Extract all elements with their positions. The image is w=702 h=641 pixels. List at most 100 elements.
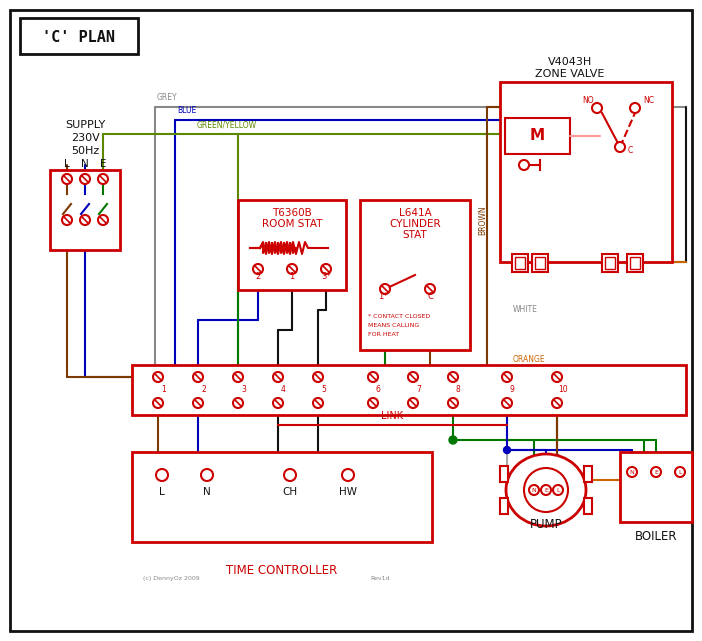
Bar xyxy=(620,452,692,522)
Bar xyxy=(515,257,525,269)
Text: 1: 1 xyxy=(289,272,295,281)
Circle shape xyxy=(368,398,378,408)
Text: (c) DennyOz 2009: (c) DennyOz 2009 xyxy=(143,576,200,581)
Circle shape xyxy=(273,398,283,408)
Circle shape xyxy=(675,467,685,477)
Circle shape xyxy=(62,215,72,225)
Bar xyxy=(132,452,432,542)
Bar xyxy=(50,170,120,250)
Circle shape xyxy=(449,436,457,444)
Circle shape xyxy=(502,398,512,408)
Circle shape xyxy=(541,485,551,495)
Circle shape xyxy=(233,372,243,382)
Circle shape xyxy=(503,447,510,453)
Ellipse shape xyxy=(506,454,586,526)
Circle shape xyxy=(321,264,331,274)
Bar xyxy=(584,498,592,514)
Text: 1*: 1* xyxy=(378,292,388,301)
Circle shape xyxy=(630,103,640,113)
Text: ZONE VALVE: ZONE VALVE xyxy=(536,69,604,79)
Bar xyxy=(500,82,672,262)
Bar xyxy=(627,254,643,272)
Text: WHITE: WHITE xyxy=(513,306,538,315)
Circle shape xyxy=(62,174,72,184)
Circle shape xyxy=(273,372,283,382)
Circle shape xyxy=(342,469,354,481)
Circle shape xyxy=(287,264,297,274)
Text: HW: HW xyxy=(339,487,357,497)
Text: 8: 8 xyxy=(456,385,461,394)
Text: L: L xyxy=(678,469,682,474)
Circle shape xyxy=(193,372,203,382)
Text: 10: 10 xyxy=(558,385,568,394)
Text: Rev1d: Rev1d xyxy=(370,576,390,581)
Text: L641A: L641A xyxy=(399,208,431,218)
Circle shape xyxy=(193,398,203,408)
Circle shape xyxy=(284,469,296,481)
Bar xyxy=(505,118,570,154)
Circle shape xyxy=(153,398,163,408)
Text: ORANGE: ORANGE xyxy=(513,356,545,365)
Text: L: L xyxy=(556,488,559,492)
Text: FOR HEAT: FOR HEAT xyxy=(368,332,399,337)
Circle shape xyxy=(552,398,562,408)
Circle shape xyxy=(313,372,323,382)
Text: GREEN/YELLOW: GREEN/YELLOW xyxy=(197,121,257,130)
Circle shape xyxy=(519,160,529,170)
Text: N: N xyxy=(203,487,211,497)
Text: E: E xyxy=(100,159,106,169)
Text: SUPPLY: SUPPLY xyxy=(65,120,105,130)
Text: 9: 9 xyxy=(510,385,515,394)
Circle shape xyxy=(98,174,108,184)
Text: 5: 5 xyxy=(321,385,326,394)
Text: BOILER: BOILER xyxy=(635,529,677,542)
Text: BLUE: BLUE xyxy=(177,106,197,115)
Bar xyxy=(20,18,138,54)
Circle shape xyxy=(524,468,568,512)
Text: 50Hz: 50Hz xyxy=(71,146,99,156)
Circle shape xyxy=(80,215,90,225)
Circle shape xyxy=(502,372,512,382)
Text: C: C xyxy=(427,292,433,301)
Circle shape xyxy=(253,264,263,274)
Text: 3: 3 xyxy=(241,385,246,394)
Text: C: C xyxy=(628,146,633,155)
Text: 2: 2 xyxy=(201,385,206,394)
Circle shape xyxy=(153,372,163,382)
Text: NC: NC xyxy=(643,96,654,105)
Circle shape xyxy=(80,174,90,184)
Bar xyxy=(238,200,346,290)
Circle shape xyxy=(98,215,108,225)
Text: LINK: LINK xyxy=(381,411,403,421)
Text: ROOM STAT: ROOM STAT xyxy=(262,219,322,229)
Text: * CONTACT CLOSED: * CONTACT CLOSED xyxy=(368,314,430,319)
Text: T6360B: T6360B xyxy=(272,208,312,218)
Circle shape xyxy=(552,372,562,382)
Circle shape xyxy=(313,398,323,408)
Circle shape xyxy=(592,103,602,113)
Circle shape xyxy=(553,485,563,495)
Circle shape xyxy=(651,467,661,477)
Text: STAT: STAT xyxy=(403,230,428,240)
Bar xyxy=(532,254,548,272)
Text: PUMP: PUMP xyxy=(530,517,562,531)
Circle shape xyxy=(368,372,378,382)
Text: V4043H: V4043H xyxy=(548,57,592,67)
Text: 2: 2 xyxy=(256,272,260,281)
Text: GREY: GREY xyxy=(157,93,178,102)
Circle shape xyxy=(233,398,243,408)
Bar xyxy=(500,466,508,482)
Circle shape xyxy=(408,398,418,408)
Circle shape xyxy=(156,469,168,481)
Bar xyxy=(605,257,615,269)
Bar xyxy=(584,466,592,482)
Text: 230V: 230V xyxy=(71,133,100,143)
Bar xyxy=(602,254,618,272)
Bar xyxy=(630,257,640,269)
Bar xyxy=(132,365,686,415)
Text: N: N xyxy=(81,159,89,169)
Circle shape xyxy=(380,284,390,294)
Circle shape xyxy=(201,469,213,481)
Text: 7: 7 xyxy=(416,385,421,394)
Text: 4: 4 xyxy=(281,385,286,394)
